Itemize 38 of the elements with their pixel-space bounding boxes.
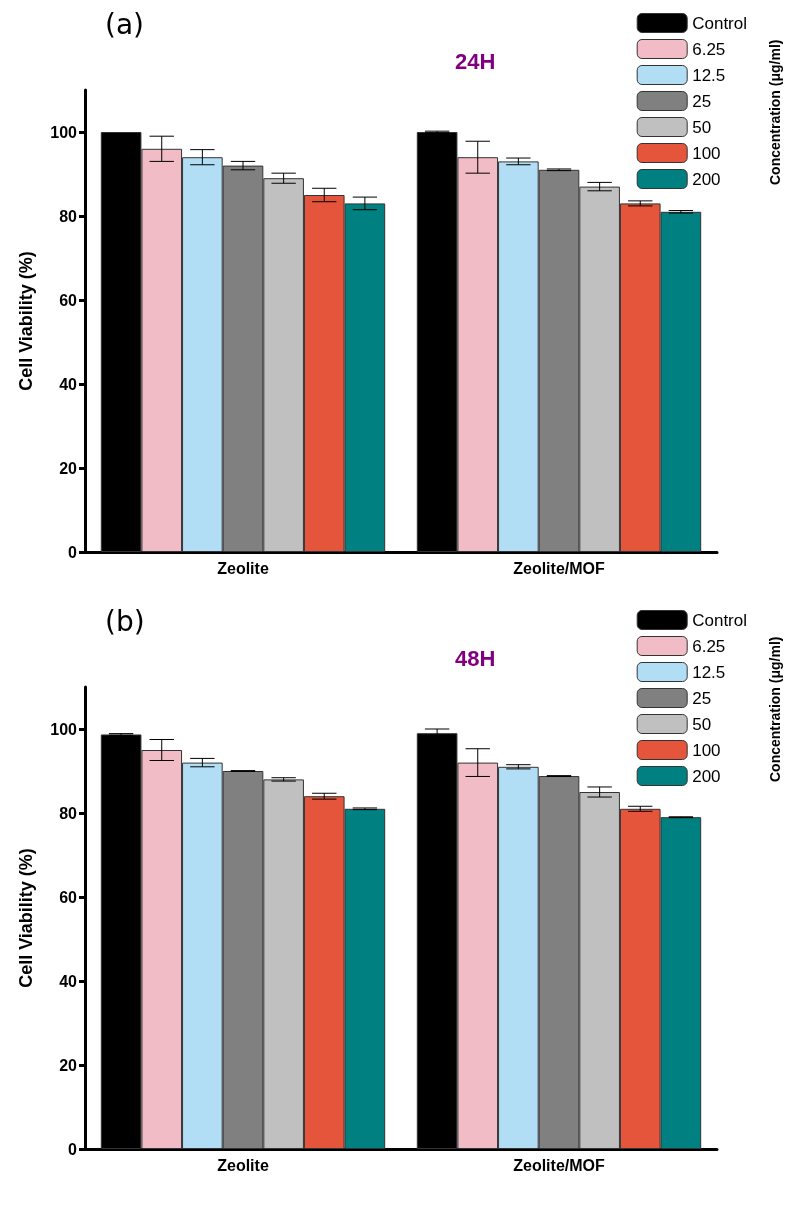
y-tick-label: 100 — [50, 123, 78, 141]
y-tick-label: 0 — [68, 1140, 78, 1158]
chart-title: (b) — [105, 604, 145, 638]
x-tick-label: Zeolite — [217, 1156, 269, 1174]
x-tick-label: Zeolite/MOF — [513, 1156, 605, 1174]
text: 24H — [455, 48, 496, 74]
legend-label: 6.25 — [692, 39, 726, 59]
y-tick-label: 20 — [59, 1056, 78, 1074]
y-tick-label: 60 — [59, 291, 78, 309]
y-tick-label: 40 — [59, 375, 78, 393]
legend-label: 50 — [692, 714, 712, 734]
y-tick-label: 20 — [59, 459, 78, 477]
legend-title: Concentration (μg/ml) — [767, 636, 783, 782]
x-tick-label: Zeolite — [217, 559, 269, 577]
chart-title: (a) — [105, 7, 145, 41]
y-axis-title: Cell Viability (%) — [16, 251, 36, 391]
x-tick-label: Zeolite/MOF — [513, 559, 605, 577]
y-tick-label: 40 — [59, 972, 78, 990]
legend-label: 100 — [692, 143, 721, 163]
legend-label: 50 — [692, 117, 712, 137]
legend-label: 100 — [692, 740, 721, 760]
y-tick-label: 0 — [68, 543, 78, 561]
legend-label: 6.25 — [692, 636, 726, 656]
y-tick-label: 60 — [59, 888, 78, 906]
y-tick-label: 80 — [59, 207, 78, 225]
text: 48H — [455, 645, 496, 671]
y-tick-label: 80 — [59, 804, 78, 822]
legend-label: Control — [692, 13, 748, 33]
y-tick-label: 100 — [50, 720, 78, 738]
legend-title: Concentration (μg/ml) — [767, 39, 783, 185]
legend-label: Control — [692, 610, 748, 630]
y-axis-title: Cell Viability (%) — [16, 848, 36, 988]
legend-label: 25 — [692, 688, 712, 708]
legend-label: 200 — [692, 766, 721, 786]
legend-label: 12.5 — [692, 662, 726, 682]
legend-label: 25 — [692, 91, 712, 111]
legend-label: 12.5 — [692, 65, 726, 85]
legend-label: 200 — [692, 169, 721, 189]
